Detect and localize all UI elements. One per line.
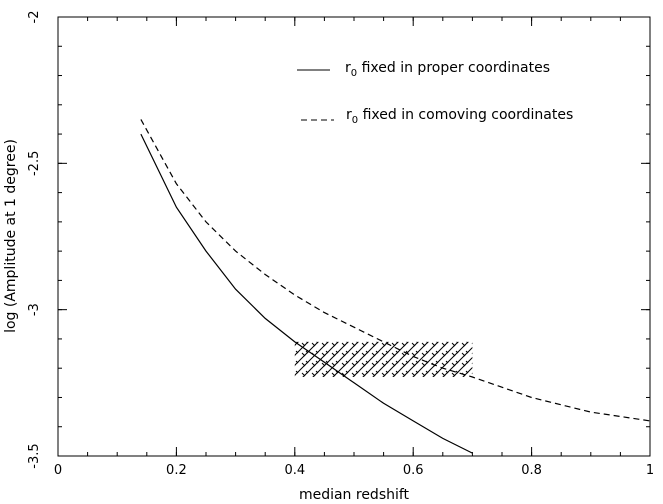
x-tick-label: 0.4: [284, 463, 305, 478]
y-tick-label: -2.5: [27, 151, 42, 176]
legend-dashed-label: r0 fixed in comoving coordinates: [346, 107, 573, 126]
x-tick-label: 0: [54, 463, 62, 478]
x-tick-label: 0.8: [521, 463, 542, 478]
axis-ticks: 0 0.2 0.4 0.6 0.8 1 -3.5 -3 -2.5 -2: [27, 11, 654, 478]
x-axis-title: median redshift: [299, 487, 410, 503]
series-lines: [140, 119, 651, 454]
y-axis-title: log (Amplitude at 1 degree): [3, 139, 19, 333]
x-tick-label: 1: [646, 463, 654, 478]
hatched-region-group: [294, 341, 473, 377]
y-tick-label: -3.5: [27, 443, 42, 468]
y-tick-label: -3: [27, 303, 42, 316]
x-tick-label: 0.6: [403, 463, 424, 478]
y-tick-label: -2: [27, 11, 42, 24]
legend-solid-label: r0 fixed in proper coordinates: [345, 60, 550, 79]
proper-series-line: [140, 133, 473, 454]
plot-frame: [57, 16, 651, 457]
legend: r0 fixed in proper coordinates r0 fixed …: [297, 60, 573, 126]
hatched-region: [294, 341, 473, 377]
comoving-series-line: [140, 119, 651, 422]
x-tick-label: 0.2: [166, 463, 187, 478]
